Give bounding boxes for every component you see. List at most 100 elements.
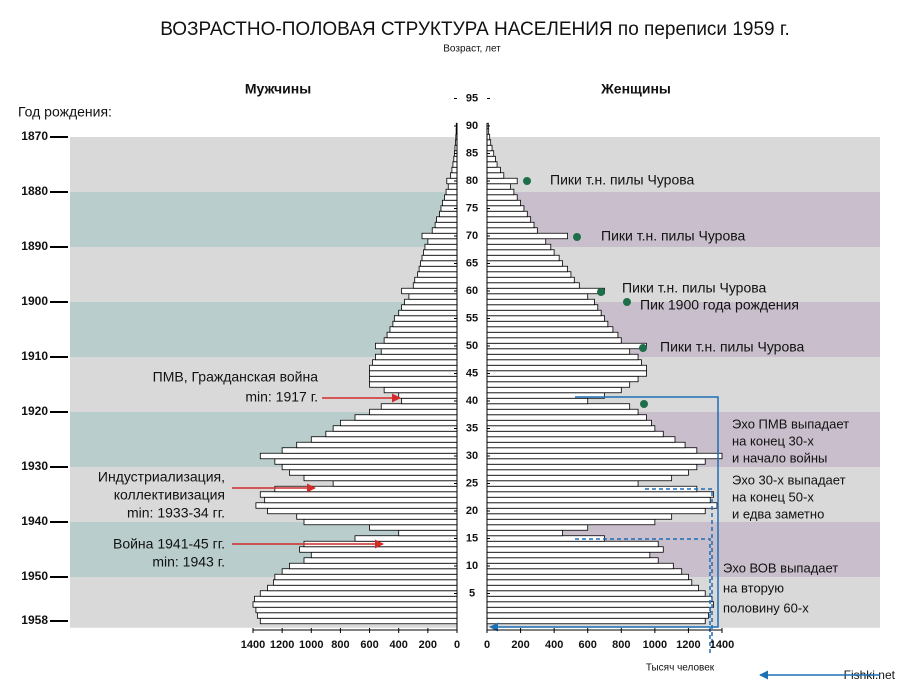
x-tick-label-left: 1400 [241,639,265,651]
y-tick-label: 25 [466,477,478,489]
bar-male [436,216,458,223]
y-tick-label: 95 [466,92,478,104]
bar-male [450,172,458,179]
bar-female [486,216,532,223]
bar-male [431,227,458,234]
annotation: Эхо 30-х выпадает [732,472,846,487]
bar-male [414,276,458,284]
bar-male [259,491,458,498]
bar-female [486,535,605,542]
x-tick-label-right: 0 [484,639,490,651]
bar-male [398,392,458,399]
bar-male [369,375,458,383]
bar-male [447,183,458,190]
bar-female [486,529,563,537]
annotation-dot [623,298,631,306]
annotation: ПМВ, Гражданская война [153,369,319,385]
bar-male [340,419,458,427]
bars [252,122,723,625]
bar-male [417,271,458,278]
bar-female [486,249,555,256]
bar-female [486,331,619,339]
bar-male [444,194,458,201]
annotation-dot [523,177,531,185]
bar-male [255,502,458,509]
bar-male [434,221,458,229]
annotation: Пик 1900 года рождения [640,297,799,313]
bar-female [486,265,568,273]
bar-female [486,441,686,449]
bar-female [486,199,521,207]
bar-male [332,480,458,487]
bar-male [325,430,458,438]
bar-female [486,601,715,608]
band-left [70,247,457,302]
bar-female [486,210,528,218]
x-tick-label-left: 0 [454,639,460,651]
bar-female [486,326,614,333]
bar-female [486,414,647,421]
y-tick-label: 45 [466,367,478,379]
birth-year-label: 1880 [21,184,48,198]
bar-male [256,612,458,619]
bar-male [369,364,458,372]
bar-female [486,617,706,625]
bar-male [445,188,458,196]
bar-female [486,502,718,509]
bar-female [486,491,715,498]
bar-female [486,139,492,146]
bar-female [486,507,706,515]
annotation: Пики т.н. пилы Чурова [660,339,805,355]
bar-female [486,480,639,487]
birth-year-label: 1910 [21,349,48,363]
birth-year-label: 1900 [21,294,48,308]
bar-male [369,370,458,377]
bar-male [303,518,458,526]
x-axis-label: Тысяч человек [646,663,715,674]
bar-male [369,408,458,416]
bar-male [424,243,458,251]
bar-female [486,144,493,152]
bar-female [486,348,631,355]
y-tick-label: 15 [466,532,478,544]
y-tick-label: 50 [466,340,478,352]
bar-female [486,381,631,388]
bar-female [486,260,563,267]
x-tick-label-left: 1200 [270,639,294,651]
annotation: Война 1941-45 гг. [113,536,225,552]
bar-male [267,507,458,515]
bar-female [486,243,552,251]
bar-female [486,551,651,559]
bar-female [486,524,589,531]
x-tick-label-left: 1000 [299,639,323,651]
bar-male [404,298,458,306]
y-tick-label: 55 [466,312,478,324]
x-tick-label-right: 1000 [643,639,667,651]
bar-male [259,452,458,460]
y-tick-label: 60 [466,285,478,297]
y-tick-label: 70 [466,230,478,242]
y-tick-label: 5 [469,587,475,599]
bar-male [374,353,458,361]
birth-year-label: 1940 [21,514,48,528]
bar-male [354,414,458,421]
bar-male [423,249,458,256]
bar-male [303,557,458,564]
bar-male [393,315,458,322]
bar-female [486,452,723,460]
bar-female [486,568,683,575]
bar-male [369,381,458,388]
annotation: на конец 50-х [732,489,814,504]
bar-female [486,469,689,476]
bar-female [486,238,547,245]
bar-male [252,601,458,608]
annotation: на конец 30-х [732,433,814,448]
annotation: min: 1943 г. [152,554,225,570]
bar-male [401,287,458,295]
bar-male [259,590,458,597]
arrows [232,393,880,680]
bar-female [486,612,709,619]
birth-year-label: 1958 [21,613,48,627]
y-tick-label: 10 [466,560,478,572]
band-left [70,137,457,192]
